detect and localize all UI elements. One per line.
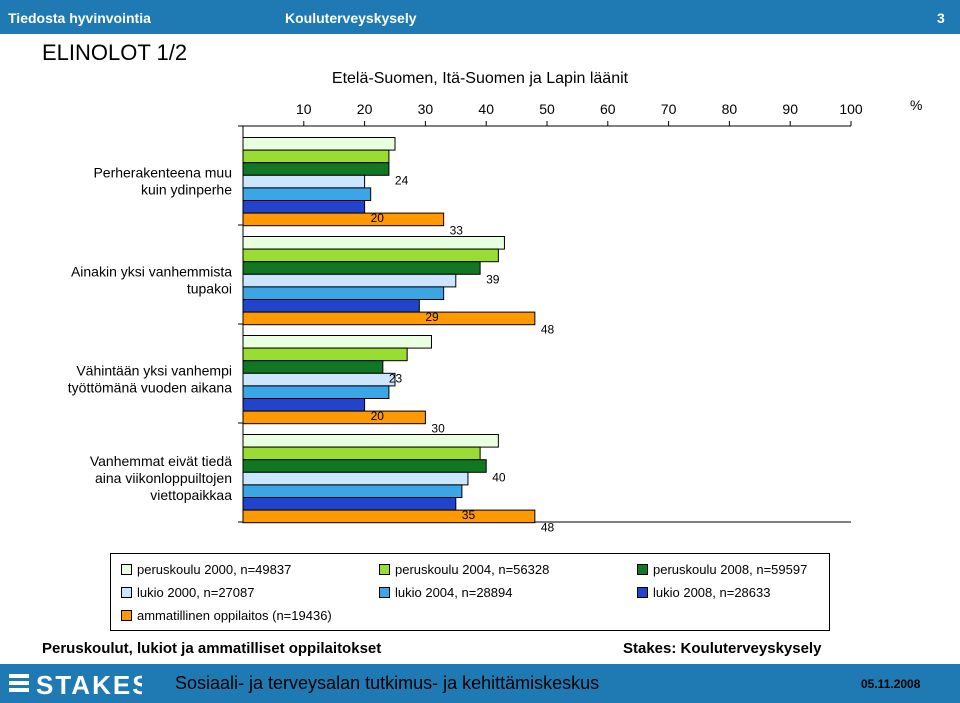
bar xyxy=(242,398,366,412)
page-title: ELINOLOT 1/2 xyxy=(42,40,188,65)
bar xyxy=(242,236,505,250)
organization-name: Sosiaali- ja terveysalan tutkimus- ja ke… xyxy=(175,673,600,693)
legend-label: peruskoulu 2000, n=49837 xyxy=(137,562,292,577)
x-tick-label: 100 xyxy=(839,101,863,117)
bar xyxy=(242,484,463,498)
bar xyxy=(242,471,469,486)
category-label: tupakoi xyxy=(187,281,232,297)
legend-item: peruskoulu 2000, n=49837 xyxy=(121,562,291,577)
data-label: 30 xyxy=(431,422,445,436)
bar xyxy=(242,200,366,214)
header-center: Kouluterveyskysely xyxy=(285,10,417,26)
legend-label: ammatillinen oppilaitos (n=19436) xyxy=(137,608,332,623)
legend-item: lukio 2000, n=27087 xyxy=(121,585,254,600)
legend: peruskoulu 2000, n=49837 peruskoulu 2004,… xyxy=(110,553,830,631)
logo-text: STAKES xyxy=(36,670,142,699)
bar xyxy=(242,273,457,288)
data-label: 29 xyxy=(425,310,439,324)
bar xyxy=(242,385,390,399)
stakes-logo: STAKES xyxy=(6,668,142,699)
data-label: 20 xyxy=(371,409,385,423)
x-tick-label: 90 xyxy=(782,101,798,117)
legend-swatch xyxy=(121,587,132,598)
unit-label: % xyxy=(910,97,922,113)
data-label: 33 xyxy=(450,224,464,238)
data-label: 20 xyxy=(371,211,385,225)
bar xyxy=(242,137,396,151)
header-bar: Tiedosta hyvinvointia Kouluterveyskysely… xyxy=(0,0,960,34)
footer-source-right: Stakes: Kouluterveyskysely xyxy=(623,640,822,657)
category-label: Perherakenteena muu xyxy=(93,165,232,181)
category-label: työttömänä vuoden aikana xyxy=(68,380,232,396)
legend-item: lukio 2008, n=28633 xyxy=(637,585,770,600)
bar xyxy=(242,509,536,524)
bar xyxy=(242,497,457,511)
bar xyxy=(242,162,390,176)
x-tick-label: 60 xyxy=(600,101,616,117)
bar xyxy=(242,174,366,189)
bar xyxy=(242,286,445,300)
data-label: 48 xyxy=(541,521,555,535)
date: 05.11.2008 xyxy=(861,677,921,691)
legend-item: peruskoulu 2004, n=56328 xyxy=(379,562,549,577)
category-label: viettopaikkaa xyxy=(150,487,232,503)
bar xyxy=(242,372,396,387)
legend-swatch xyxy=(121,564,132,575)
category-label: Vanhemmat eivät tiedä xyxy=(90,453,232,469)
bar xyxy=(242,347,408,362)
x-tick-label: 70 xyxy=(661,101,677,117)
bar xyxy=(242,335,432,349)
bar xyxy=(242,212,445,227)
bar xyxy=(242,446,481,461)
footer-source-left: Peruskoulut, lukiot ja ammatilliset oppi… xyxy=(42,640,382,657)
data-label: 24 xyxy=(395,173,409,187)
bar xyxy=(242,248,499,263)
legend-swatch xyxy=(121,610,132,621)
legend-swatch xyxy=(637,564,648,575)
data-label: 40 xyxy=(492,470,506,484)
legend-label: lukio 2000, n=27087 xyxy=(137,585,255,600)
bar xyxy=(242,410,426,425)
bar xyxy=(242,311,536,326)
x-tick-label: 20 xyxy=(357,101,373,117)
data-label: 23 xyxy=(389,371,403,385)
x-tick-label: 30 xyxy=(418,101,434,117)
data-label: 39 xyxy=(486,272,500,286)
category-label: aina viikonloppuiltojen xyxy=(95,470,232,486)
category-label: Vähintään yksi vanhempi xyxy=(76,363,232,379)
x-tick-label: 10 xyxy=(296,101,312,117)
legend-swatch xyxy=(379,587,390,598)
legend-item: lukio 2004, n=28894 xyxy=(379,585,512,600)
bar xyxy=(242,261,481,275)
bar xyxy=(242,434,499,448)
category-label: kuin ydinperhe xyxy=(141,182,232,198)
bar xyxy=(242,459,487,473)
x-tick-label: 50 xyxy=(539,101,555,117)
legend-item: peruskoulu 2008, n=59597 xyxy=(637,562,807,577)
chart-title: Etelä-Suomen, Itä-Suomen ja Lapin läänit xyxy=(331,70,629,87)
bar xyxy=(242,149,390,164)
legend-swatch xyxy=(379,564,390,575)
bar xyxy=(242,299,420,313)
legend-label: lukio 2008, n=28633 xyxy=(653,585,771,600)
legend-label: peruskoulu 2004, n=56328 xyxy=(395,562,550,577)
data-label: 35 xyxy=(462,508,476,522)
x-tick-label: 40 xyxy=(478,101,494,117)
page-number: 3 xyxy=(937,10,945,26)
bar-chart: 10 20 30 40 50 60 70 80 90 100 % Perherakenteena mu… xyxy=(68,97,923,535)
bar xyxy=(242,360,384,374)
legend-swatch xyxy=(637,587,648,598)
legend-item: ammatillinen oppilaitos (n=19436) xyxy=(121,608,332,623)
header-left: Tiedosta hyvinvointia xyxy=(8,10,151,26)
legend-label: lukio 2004, n=28894 xyxy=(395,585,513,600)
category-label: Ainakin yksi vanhemmista xyxy=(71,264,232,280)
bottom-bar xyxy=(0,664,960,703)
legend-label: peruskoulu 2008, n=59597 xyxy=(653,562,808,577)
data-label: 48 xyxy=(541,323,555,337)
x-tick-label: 80 xyxy=(722,101,738,117)
bar xyxy=(242,187,372,201)
